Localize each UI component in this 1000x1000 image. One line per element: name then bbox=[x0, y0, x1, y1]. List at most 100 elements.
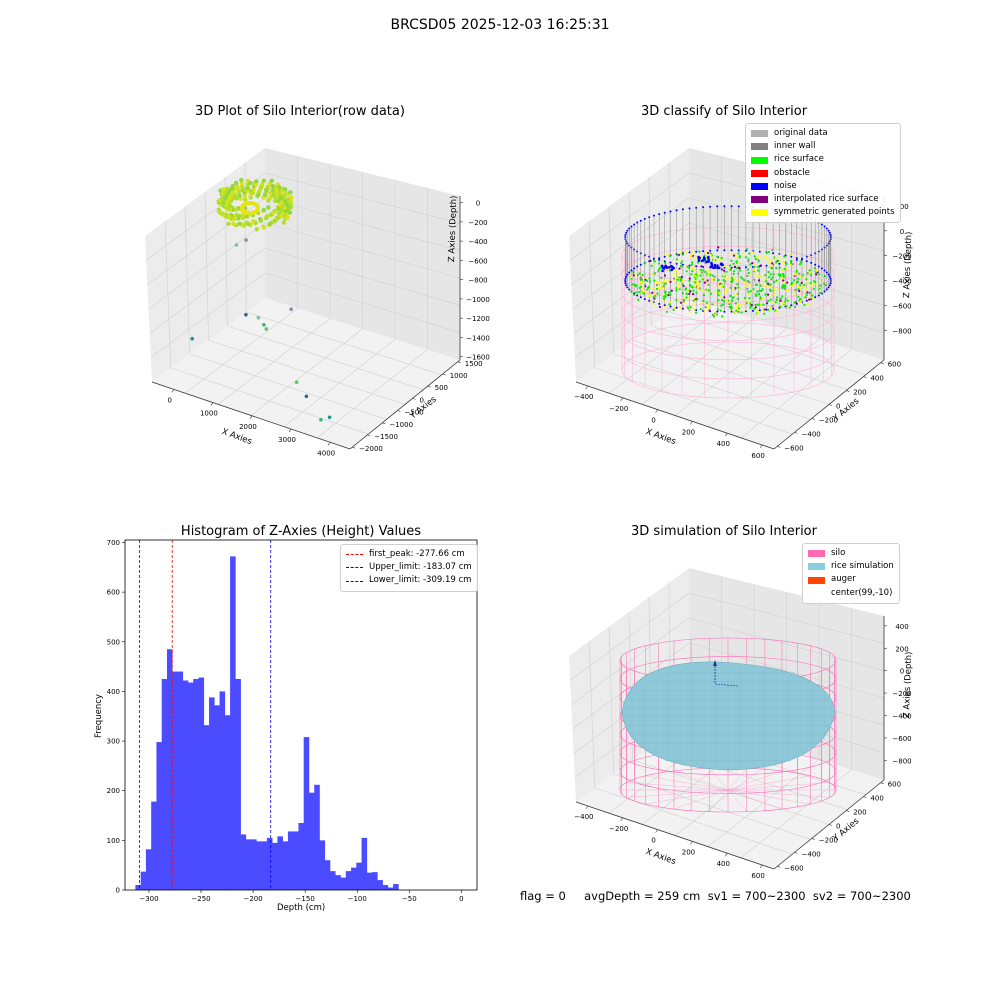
data-point bbox=[272, 194, 277, 199]
noise-point bbox=[663, 304, 666, 307]
data-point bbox=[243, 210, 248, 214]
data-point bbox=[261, 178, 266, 183]
surface-point bbox=[738, 309, 741, 312]
data-point bbox=[270, 211, 275, 216]
noise-point bbox=[639, 252, 642, 255]
legend-label: rice simulation bbox=[831, 561, 894, 572]
data-point bbox=[279, 213, 284, 218]
surface-point bbox=[682, 296, 685, 299]
grid-line bbox=[264, 247, 461, 306]
surface-point bbox=[750, 250, 754, 253]
surface-point bbox=[658, 285, 661, 288]
surface-point bbox=[688, 289, 691, 292]
data-point bbox=[231, 206, 236, 211]
noise-point bbox=[820, 223, 823, 226]
surface-point bbox=[653, 292, 656, 295]
surface-point bbox=[760, 289, 763, 292]
x-tick-label: −200 bbox=[609, 825, 628, 833]
surface-point bbox=[770, 294, 773, 297]
surface-point bbox=[754, 283, 758, 286]
z-tick-label: 0 bbox=[476, 200, 480, 208]
y-tick-label: 1000 bbox=[450, 372, 468, 380]
noise-point bbox=[653, 257, 655, 260]
surface-point bbox=[783, 280, 787, 283]
surface-point bbox=[809, 281, 812, 285]
x-tick-label: 0 bbox=[459, 895, 463, 903]
noise-point bbox=[709, 310, 712, 313]
surface-point bbox=[744, 308, 747, 311]
noise-point bbox=[625, 240, 628, 243]
surface-point bbox=[779, 273, 782, 276]
legend-item: first_peak: -277.66 cm bbox=[346, 548, 472, 561]
histogram-bar bbox=[177, 671, 184, 890]
surface-point bbox=[680, 264, 683, 267]
noise-point bbox=[630, 225, 633, 228]
surface-point bbox=[720, 256, 723, 260]
surface-point bbox=[754, 258, 758, 261]
data-point bbox=[234, 243, 239, 247]
surface-point bbox=[786, 299, 789, 302]
y-tick-mark bbox=[880, 782, 884, 784]
surface-point bbox=[815, 269, 818, 273]
noise-point bbox=[697, 255, 700, 259]
surface-point bbox=[801, 274, 804, 277]
surface-point bbox=[703, 281, 707, 284]
data-point bbox=[250, 213, 256, 218]
surface-point bbox=[714, 302, 717, 305]
surface-point bbox=[673, 268, 676, 271]
data-point bbox=[258, 218, 264, 223]
data-point bbox=[243, 197, 248, 202]
data-point bbox=[240, 184, 245, 189]
silo-ring bbox=[621, 245, 835, 303]
surface-point bbox=[705, 301, 708, 304]
data-point bbox=[261, 195, 266, 200]
panel3-y-axis-label: Frequency bbox=[94, 694, 104, 738]
surface-point bbox=[756, 290, 759, 293]
surface-point bbox=[779, 297, 783, 300]
histogram-bar bbox=[240, 834, 247, 890]
noise-point bbox=[829, 238, 832, 241]
surface-point bbox=[729, 268, 732, 271]
surface-point bbox=[694, 258, 697, 261]
y-tick-mark bbox=[863, 376, 867, 378]
noise-point bbox=[730, 266, 733, 269]
surface-point bbox=[681, 260, 684, 263]
noise-point bbox=[665, 266, 669, 269]
silo-ring bbox=[621, 284, 835, 341]
surface-point bbox=[652, 287, 655, 290]
surface-point bbox=[767, 276, 771, 279]
data-point bbox=[280, 203, 285, 208]
noise-point bbox=[695, 265, 698, 268]
histogram-bar bbox=[203, 725, 210, 890]
surface-point bbox=[632, 272, 635, 275]
data-point bbox=[263, 187, 269, 193]
surface-point bbox=[728, 275, 731, 278]
surface-point bbox=[675, 299, 678, 302]
x-tick-mark bbox=[620, 817, 623, 821]
data-point bbox=[252, 183, 257, 189]
data-point bbox=[219, 192, 224, 197]
surface-point bbox=[706, 270, 709, 273]
legend-item: symmetric generated points bbox=[751, 206, 895, 219]
noise-point bbox=[658, 213, 661, 216]
data-point bbox=[287, 210, 293, 215]
y-tick-mark bbox=[794, 852, 798, 854]
surface-point bbox=[753, 307, 756, 310]
surface-point bbox=[797, 277, 800, 280]
surface-point bbox=[772, 273, 775, 276]
data-point bbox=[228, 193, 233, 198]
surface-point bbox=[662, 284, 665, 287]
data-point bbox=[225, 197, 230, 202]
surface-point bbox=[717, 294, 720, 297]
surface-point bbox=[698, 270, 701, 273]
grid-line bbox=[670, 311, 866, 376]
data-point bbox=[242, 202, 247, 207]
data-point bbox=[256, 210, 261, 216]
data-point bbox=[227, 196, 233, 201]
surface-point bbox=[771, 305, 774, 308]
surface-point bbox=[694, 273, 698, 276]
data-point bbox=[277, 214, 283, 219]
data-point bbox=[288, 201, 294, 207]
surface-point bbox=[709, 252, 712, 255]
data-point bbox=[240, 204, 245, 209]
